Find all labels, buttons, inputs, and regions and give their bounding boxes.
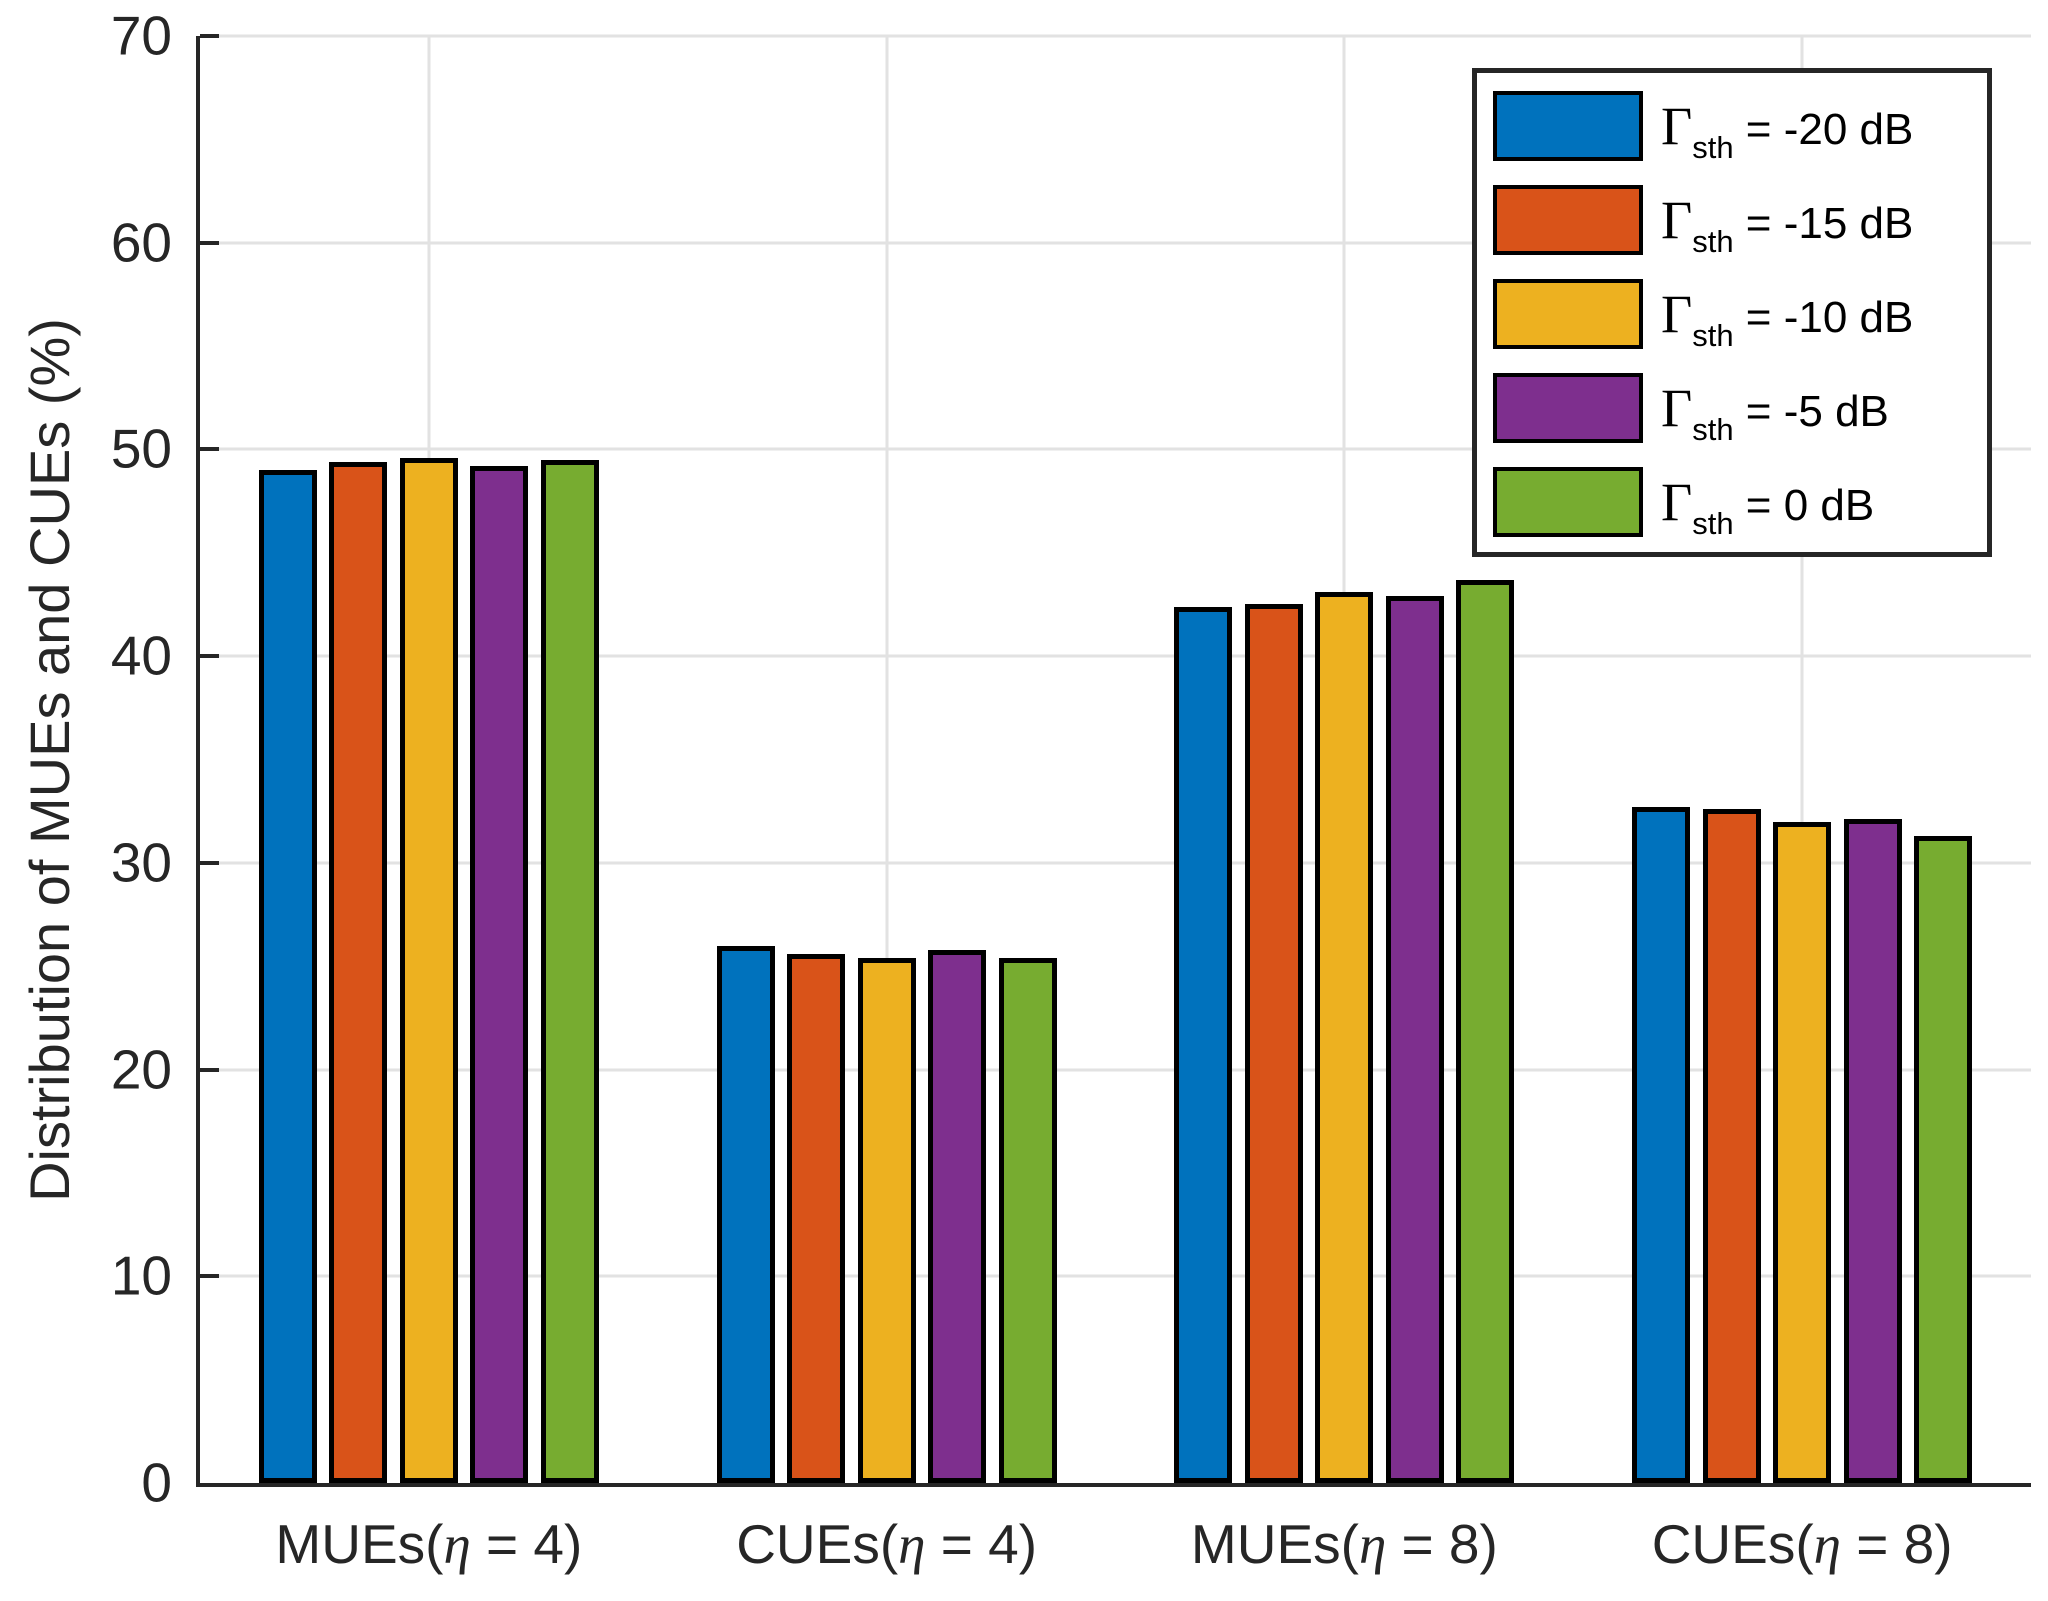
eta-symbol: η <box>898 1514 926 1575</box>
x-tick-label: MUEs(η = 8) <box>1191 1514 1498 1575</box>
bar <box>716 945 775 1483</box>
eta-symbol: η <box>1358 1514 1387 1575</box>
y-tick-mark <box>200 860 219 865</box>
bar-group <box>716 36 1057 1483</box>
y-tick-mark <box>200 240 219 245</box>
x-tick-label: CUEs(η = 4) <box>736 1514 1037 1575</box>
y-tick-label: 0 <box>141 1451 172 1514</box>
gamma-subscript: sth <box>1692 411 1734 447</box>
legend: Γsth = -20 dB Γsth = -15 dB Γsth = -10 dB Γ… <box>1472 68 1992 557</box>
x-tick-label-text: = 8) <box>1386 1513 1498 1575</box>
gamma-subscript: sth <box>1692 317 1734 353</box>
legend-entry-text: = 0 dB <box>1733 481 1875 531</box>
y-tick-label: 30 <box>110 831 172 894</box>
legend-row: Γsth = -5 dB <box>1493 373 1987 445</box>
legend-swatch <box>1493 279 1643 349</box>
x-tick-label: MUEs(η = 4) <box>275 1514 582 1575</box>
x-gridline <box>885 36 889 1483</box>
bar <box>1315 592 1374 1483</box>
gamma-symbol: Γ <box>1661 378 1693 439</box>
x-tick-label-text: = 4) <box>470 1513 583 1575</box>
eta-symbol: η <box>1813 1514 1841 1575</box>
x-tick-label-text: CUEs( <box>1651 1513 1814 1575</box>
legend-swatch <box>1493 467 1643 537</box>
y-tick-mark <box>200 1274 219 1279</box>
y-tick-mark <box>200 34 219 38</box>
y-tick-label: 20 <box>110 1038 172 1101</box>
legend-entry-text: = -20 dB <box>1733 105 1914 155</box>
bar <box>1456 579 1515 1483</box>
y-tick-mark <box>200 654 219 659</box>
legend-row: Γsth = -10 dB <box>1493 279 1987 351</box>
bar-group <box>258 36 599 1483</box>
y-tick-label: 70 <box>110 4 172 67</box>
x-tick-label: CUEs(η = 8) <box>1652 1514 1953 1575</box>
x-tick-label-text: MUEs( <box>1190 1513 1359 1575</box>
y-tick-label: 10 <box>110 1244 172 1307</box>
y-gridline <box>200 861 2031 865</box>
bar <box>258 470 317 1483</box>
legend-entry-text: = -10 dB <box>1733 293 1914 343</box>
gamma-subscript: sth <box>1692 129 1734 165</box>
plot-area: 0 10 20 30 40 50 60 70 MUEs(η = 4) CUEs(η = 4) MUE… <box>111 8 2031 1572</box>
legend-entry-label: Γsth = -20 dB <box>1661 99 1913 163</box>
y-gridline <box>200 241 2031 245</box>
y-tick-label: 40 <box>110 624 172 687</box>
legend-swatch <box>1493 373 1643 443</box>
x-tick-label-text: = 4) <box>925 1513 1038 1575</box>
legend-entry-label: Γsth = -10 dB <box>1661 287 1913 351</box>
bar-group <box>1174 36 1515 1483</box>
legend-row: Γsth = -20 dB <box>1493 91 1987 163</box>
x-tick-label-text: = 8) <box>1840 1513 1953 1575</box>
gamma-symbol: Γ <box>1661 190 1693 251</box>
x-tick-label-text: MUEs( <box>275 1513 444 1575</box>
legend-row: Γsth = -15 dB <box>1493 185 1987 257</box>
legend-entry-text: = -15 dB <box>1733 199 1914 249</box>
y-tick-mark <box>200 1067 219 1072</box>
y-gridline <box>200 1068 2031 1072</box>
y-tick-label: 50 <box>110 417 172 480</box>
bar <box>787 953 846 1483</box>
legend-swatch <box>1493 185 1643 255</box>
y-gridline <box>200 654 2031 658</box>
bar <box>1914 835 1973 1483</box>
legend-entry-text: = -5 dB <box>1733 387 1889 437</box>
bar <box>1244 604 1303 1483</box>
y-gridline <box>200 34 2031 38</box>
eta-symbol: η <box>443 1514 471 1575</box>
gamma-symbol: Γ <box>1661 284 1693 345</box>
bar <box>1843 819 1902 1483</box>
legend-swatch <box>1493 91 1643 161</box>
gamma-subscript: sth <box>1692 505 1734 541</box>
bar <box>399 457 458 1483</box>
gamma-subscript: sth <box>1692 223 1734 259</box>
bar <box>857 957 916 1483</box>
y-gridline <box>200 447 2031 451</box>
bar <box>1174 606 1233 1483</box>
bar <box>928 949 987 1483</box>
bar <box>998 957 1057 1483</box>
legend-entry-label: Γsth = -15 dB <box>1661 193 1913 257</box>
bar <box>1773 821 1832 1483</box>
x-gridline <box>1800 36 1804 1483</box>
bar <box>540 459 599 1483</box>
legend-entry-label: Γsth = -5 dB <box>1661 381 1889 445</box>
y-axis-label: Distribution of MUEs and CUEs (%) <box>18 318 81 1202</box>
legend-row: Γsth = 0 dB <box>1493 467 1987 539</box>
gamma-symbol: Γ <box>1661 96 1693 157</box>
bar <box>1385 596 1444 1483</box>
y-tick-label: 60 <box>110 211 172 274</box>
bar <box>1702 809 1761 1483</box>
y-tick-mark <box>200 447 219 452</box>
y-gridline <box>200 1274 2031 1278</box>
bar <box>329 461 388 1483</box>
gamma-symbol: Γ <box>1661 472 1693 533</box>
bar <box>470 465 529 1483</box>
legend-entry-label: Γsth = 0 dB <box>1661 475 1874 539</box>
bar-group <box>1632 36 1973 1483</box>
x-tick-label-text: CUEs( <box>736 1513 899 1575</box>
bar <box>1632 807 1691 1483</box>
